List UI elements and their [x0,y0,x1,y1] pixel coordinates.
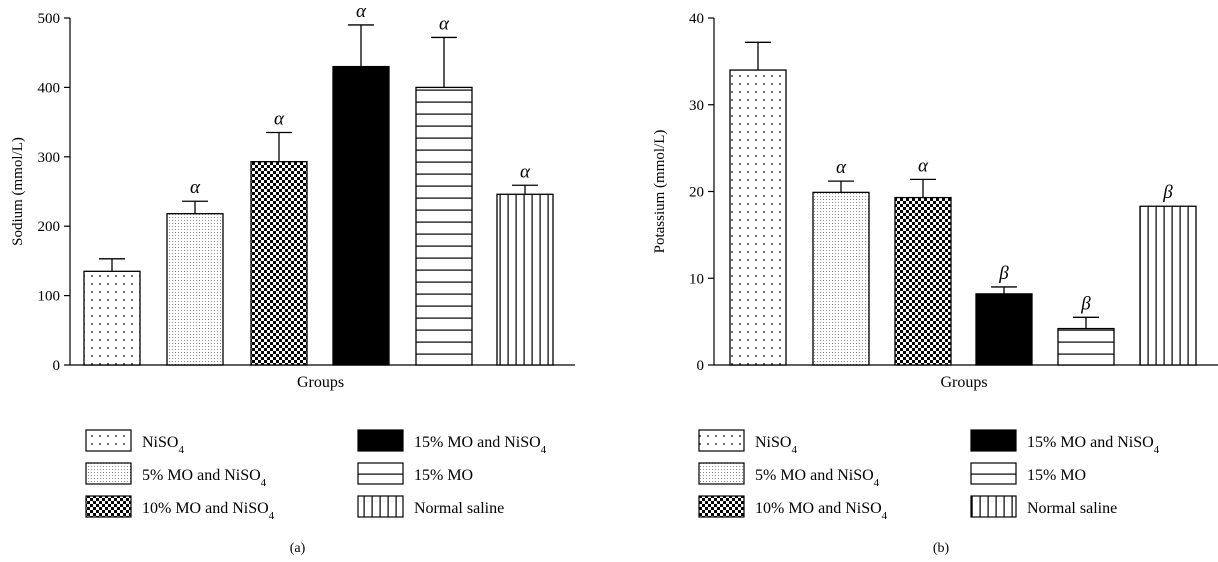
legend-label: NiSO4 [142,434,184,456]
y-tick-label: 20 [689,185,704,201]
bar-3 [250,161,308,366]
significance-marker: β [1080,293,1091,314]
legend-swatch [357,429,404,452]
bar-4 [332,65,390,366]
significance-marker: α [918,155,929,176]
legend-panel-b: NiSO4 5% MO and NiSO4 10% MO and NiSO4 15% … [698,429,1160,522]
significance-marker: α [836,157,847,178]
y-tick-label: 300 [38,150,61,166]
x-axis-label: Groups [940,374,987,391]
y-tick-label: 500 [38,11,61,27]
legend-swatch [970,495,1017,518]
x-axis-label: Groups [297,374,344,391]
significance-marker: α [520,161,531,182]
y-tick-label: 0 [697,358,705,374]
y-axis-label: Sodium (mmol/L) [10,137,26,246]
bar-1 [83,270,141,366]
y-tick-label: 200 [38,219,61,235]
legend-label: 15% MO and NiSO4 [414,434,547,456]
y-axis-label: Potassium (mmol/L) [652,130,668,254]
bar-6 [1139,205,1197,366]
panel-potassium-chart: 0 10 20 30 40 Potassium (mmol/L) Groups α α β β β (b… [652,11,1218,556]
significance-marker: α [439,13,450,34]
legend-label: Normal saline [414,500,504,517]
panel-label: (b) [933,541,950,556]
bar-4 [975,293,1033,366]
significance-marker: α [190,177,201,198]
legend-label: 10% MO and NiSO4 [755,500,888,522]
legend-swatch [85,462,132,485]
y-tick-label: 0 [53,358,61,374]
significance-marker: α [274,109,285,130]
y-tick-label: 30 [689,98,704,114]
legend-label: 15% MO and NiSO4 [1027,434,1160,456]
legend-swatch [85,429,132,452]
bar-1 [729,69,787,366]
legend-swatch [970,462,1017,485]
bar-5 [1057,327,1115,366]
legend-label: 5% MO and NiSO4 [142,467,267,489]
legend-label: NiSO4 [755,434,797,456]
significance-marker: β [1162,182,1173,203]
legend-panel-a: NiSO4 5% MO and NiSO4 10% MO and NiSO4 15% … [85,429,547,522]
legend-label: 15% MO [414,467,473,484]
legend-swatch [85,495,132,518]
y-tick-label: 40 [689,11,704,27]
panel-sodium-chart: 0 100 200 300 400 500 Sodium (mmol/L) Groups α α α… [10,1,575,556]
y-tick-label: 10 [689,271,704,287]
y-tick-label: 400 [38,80,61,96]
y-tick-label: 100 [38,289,61,305]
panel-label: (a) [290,541,306,556]
legend-swatch [698,495,745,518]
significance-marker: β [998,263,1009,284]
legend-swatch [357,462,404,485]
significance-marker: α [356,1,367,22]
legend-swatch [357,495,404,518]
bar-5 [415,86,473,366]
bar-6 [496,193,554,366]
legend-label: 15% MO [1027,467,1086,484]
legend-label: 10% MO and NiSO4 [142,500,275,522]
legend-label: Normal saline [1027,500,1117,517]
legend-swatch [698,429,745,452]
bar-3 [894,196,952,366]
bar-2 [166,213,224,366]
legend-swatch [970,429,1017,452]
legend-label: 5% MO and NiSO4 [755,467,880,489]
legend-swatch [698,462,745,485]
bar-2 [812,191,870,366]
